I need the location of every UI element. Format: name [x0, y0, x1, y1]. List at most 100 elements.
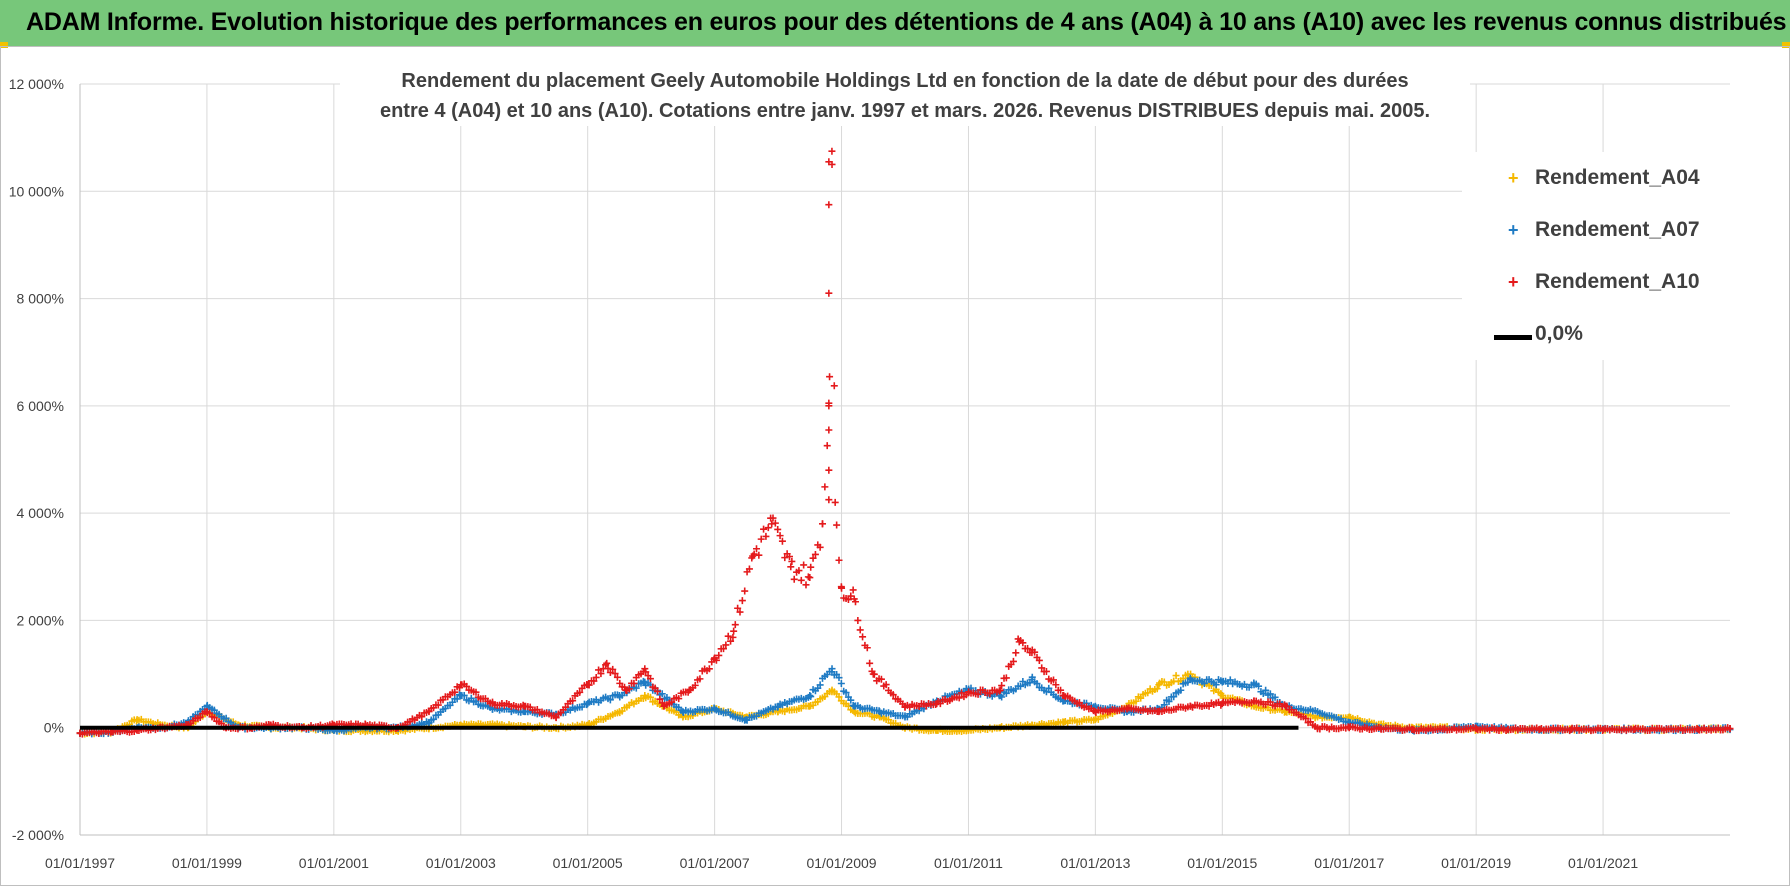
point-Rendement_A10: [418, 713, 426, 721]
point-Rendement_A10: [854, 616, 862, 624]
point-Rendement_A07: [1170, 693, 1178, 701]
point-Rendement_A10: [1302, 715, 1310, 723]
point-Rendement_A10: [835, 556, 843, 564]
point-Rendement_A10: [720, 645, 727, 653]
point-Rendement_A07: [453, 695, 461, 703]
point-Rendement_A10: [802, 581, 810, 589]
point-Rendement_A10: [1024, 645, 1032, 653]
point-Rendement_A10: [838, 584, 846, 592]
plus-marker-icon: +: [1508, 220, 1519, 240]
point-Rendement_A10: [724, 632, 732, 640]
point-Rendement_A10: [646, 675, 654, 683]
point-Rendement_A10: [787, 563, 795, 571]
point-Rendement_A10: [1504, 725, 1512, 733]
point-Rendement_A10: [790, 575, 798, 583]
point-Rendement_A07: [828, 665, 836, 673]
point-Rendement_A07: [1255, 682, 1263, 690]
point-Rendement_A10: [1155, 708, 1163, 716]
point-Rendement_A07: [1200, 679, 1208, 687]
point-Rendement_A10: [797, 576, 805, 584]
point-Rendement_A07: [1262, 686, 1270, 694]
point-Rendement_A07: [742, 716, 750, 724]
point-Rendement_A07: [901, 713, 909, 721]
point-Rendement_A07: [430, 715, 438, 723]
data-points: [76, 147, 1734, 738]
point-Rendement_A10: [1409, 725, 1417, 733]
point-Rendement_A10: [745, 565, 753, 573]
point-Rendement_A10: [996, 686, 1004, 694]
x-tick-label: 01/01/2019: [1441, 855, 1511, 871]
point-Rendement_A10: [762, 532, 770, 540]
legend-label-a07: Rendement_A07: [1535, 218, 1700, 241]
point-Rendement_A10: [781, 554, 789, 562]
point-Rendement_A10: [833, 521, 841, 529]
point-Rendement_A10: [859, 633, 867, 641]
point-Rendement_A10: [830, 382, 838, 390]
point-Rendement_A04: [1218, 692, 1226, 700]
point-Rendement_A07: [632, 684, 640, 692]
point-Rendement_A10: [569, 697, 577, 705]
legend-label-zero: 0,0%: [1535, 322, 1583, 345]
point-Rendement_A07: [658, 690, 666, 698]
point-Rendement_A10: [722, 641, 730, 649]
point-Rendement_A07: [1002, 689, 1010, 697]
point-Rendement_A10: [825, 496, 833, 504]
point-Rendement_A10: [788, 557, 796, 565]
point-Rendement_A10: [816, 543, 824, 551]
point-Rendement_A10: [955, 694, 963, 702]
point-Rendement_A10: [795, 567, 803, 575]
point-Rendement_A10: [731, 621, 739, 629]
point-Rendement_A10: [654, 687, 661, 695]
point-Rendement_A04: [1153, 685, 1161, 693]
point-Rendement_A10: [1567, 725, 1575, 733]
y-tick-label: 4 000%: [17, 505, 64, 521]
point-Rendement_A10: [753, 545, 760, 553]
point-Rendement_A10: [1440, 725, 1448, 733]
point-Rendement_A10: [425, 708, 433, 716]
point-Rendement_A10: [800, 561, 808, 569]
point-Rendement_A10: [825, 426, 833, 434]
point-Rendement_A10: [1019, 639, 1027, 647]
point-Rendement_A10: [866, 659, 874, 667]
point-Rendement_A10: [196, 713, 204, 721]
point-Rendement_A04: [828, 686, 836, 694]
chart-title-line1: Rendement du placement Geely Automobile …: [401, 70, 1409, 92]
x-tick-label: 01/01/2017: [1314, 855, 1384, 871]
point-Rendement_A10: [1345, 724, 1353, 732]
point-Rendement_A04: [1137, 694, 1145, 702]
point-Rendement_A07: [806, 692, 814, 700]
point-Rendement_A10: [809, 554, 817, 562]
point-Rendement_A10: [457, 681, 465, 689]
point-Rendement_A10: [705, 665, 713, 673]
point-Rendement_A10: [1663, 725, 1671, 733]
point-Rendement_A10: [828, 147, 836, 155]
point-Rendement_A04: [1155, 681, 1163, 689]
x-tick-label: 01/01/2009: [806, 855, 876, 871]
point-Rendement_A10: [1536, 725, 1544, 733]
point-Rendement_A07: [615, 692, 623, 700]
point-Rendement_A10: [622, 686, 630, 694]
chart-title-line2: entre 4 (A04) et 10 ans (A10). Cotations…: [379, 100, 1431, 122]
x-tick-label: 01/01/2007: [680, 855, 750, 871]
point-Rendement_A10: [1002, 674, 1010, 682]
point-Rendement_A10: [562, 703, 570, 711]
point-Rendement_A10: [592, 673, 600, 681]
point-Rendement_A10: [1377, 725, 1385, 733]
plus-marker-icon: +: [1508, 272, 1519, 292]
point-Rendement_A10: [869, 670, 877, 678]
point-Rendement_A10: [1015, 638, 1023, 646]
point-Rendement_A10: [715, 651, 723, 659]
point-Rendement_A10: [625, 685, 633, 693]
point-Rendement_A07: [1017, 682, 1024, 690]
point-Rendement_A10: [764, 524, 772, 532]
corner-mark-left: [0, 42, 8, 48]
point-Rendement_A07: [1187, 675, 1195, 683]
report-banner: ADAM Informe. Evolution historique des p…: [0, 0, 1790, 47]
point-Rendement_A10: [1057, 686, 1065, 694]
point-Rendement_A10: [691, 681, 699, 689]
point-Rendement_A10: [656, 695, 664, 703]
point-Rendement_A10: [576, 688, 584, 696]
point-Rendement_A04: [1060, 718, 1068, 726]
point-Rendement_A07: [1266, 690, 1274, 698]
point-Rendement_A10: [1038, 664, 1046, 672]
